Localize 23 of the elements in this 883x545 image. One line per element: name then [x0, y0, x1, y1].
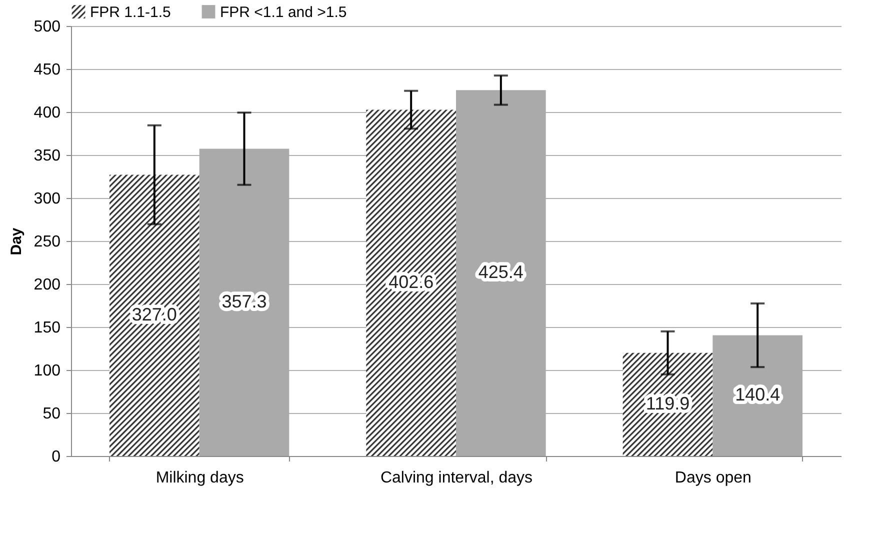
- bar: [110, 174, 200, 456]
- y-tick-label: 450: [34, 62, 61, 78]
- data-label: 357.3: [222, 291, 267, 312]
- x-tick-label: Milking days: [156, 470, 244, 486]
- bar: [366, 110, 456, 456]
- y-tick-label: 0: [52, 448, 61, 466]
- legend-label: FPR <1.1 and >1.5: [220, 4, 347, 21]
- y-tick-label: 50: [42, 406, 61, 422]
- bar: [622, 352, 713, 456]
- data-label: 140.4: [735, 384, 780, 405]
- y-tick-label: 200: [34, 276, 61, 294]
- y-tick-label: 400: [34, 104, 61, 122]
- y-tick-label: 350: [34, 148, 61, 164]
- y-axis-title: Day: [8, 227, 25, 256]
- y-tick-label: 500: [34, 18, 61, 36]
- y-tick-label: 100: [34, 362, 61, 380]
- data-label: 425.4: [478, 262, 524, 282]
- y-tick-label: 300: [34, 190, 61, 208]
- y-tick-label: 250: [34, 234, 61, 250]
- x-tick-label: Days open: [674, 470, 752, 486]
- legend-label: FPR 1.1-1.5: [90, 4, 171, 21]
- y-tick-label: 150: [34, 320, 61, 336]
- x-tick-label: Calving interval, days: [380, 470, 533, 486]
